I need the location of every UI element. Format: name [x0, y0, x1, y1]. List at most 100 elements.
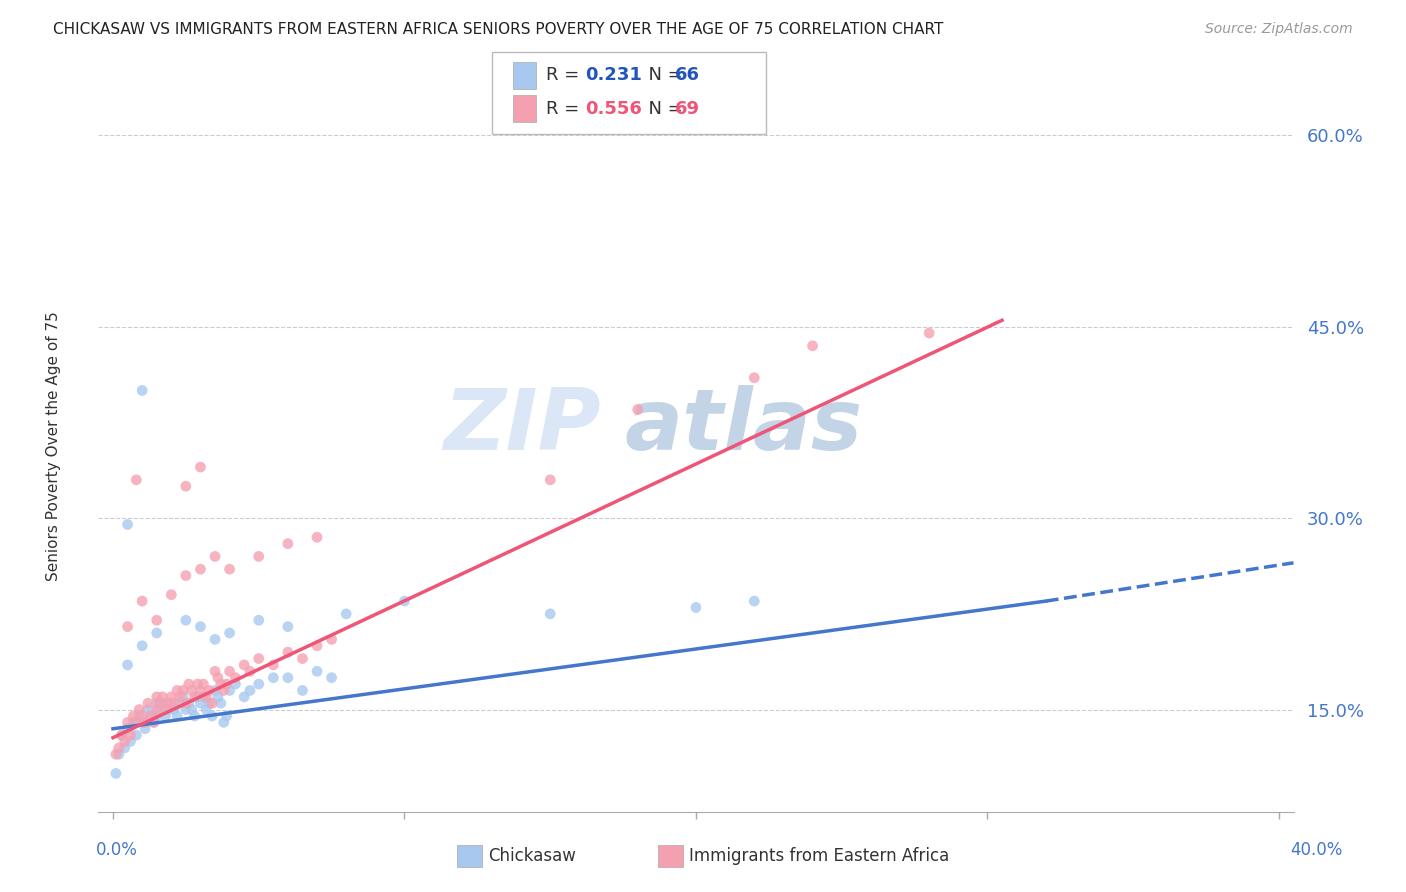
Text: Chickasaw: Chickasaw	[488, 847, 576, 865]
Point	[117, 722, 139, 736]
Point	[305, 530, 328, 544]
Text: 0.556: 0.556	[585, 100, 641, 118]
Point	[160, 696, 183, 710]
Text: CHICKASAW VS IMMIGRANTS FROM EASTERN AFRICA SENIORS POVERTY OVER THE AGE OF 75 C: CHICKASAW VS IMMIGRANTS FROM EASTERN AFR…	[53, 22, 943, 37]
Point	[190, 460, 212, 475]
Point	[198, 683, 221, 698]
Text: R =: R =	[546, 100, 585, 118]
Point	[157, 703, 180, 717]
Point	[166, 709, 188, 723]
Point	[152, 696, 174, 710]
Point	[186, 677, 208, 691]
Point	[122, 715, 145, 730]
Point	[215, 677, 238, 691]
Point	[104, 766, 127, 780]
Point	[193, 690, 215, 704]
Point	[169, 696, 191, 710]
Point	[131, 709, 153, 723]
Point	[291, 651, 314, 665]
Point	[198, 696, 221, 710]
Point	[224, 677, 246, 691]
Point	[305, 665, 328, 679]
Text: 40.0%: 40.0%	[1291, 840, 1343, 858]
Point	[190, 683, 212, 698]
Text: 0.231: 0.231	[585, 66, 641, 84]
Point	[218, 562, 240, 576]
Text: N =: N =	[637, 100, 689, 118]
Point	[125, 728, 148, 742]
Point	[277, 671, 299, 685]
Point	[114, 740, 136, 755]
Point	[209, 696, 232, 710]
Point	[125, 715, 148, 730]
Point	[627, 402, 650, 417]
Point	[262, 657, 284, 672]
Point	[180, 703, 202, 717]
Point	[218, 683, 240, 698]
Point	[104, 747, 127, 762]
Point	[321, 671, 343, 685]
Point	[145, 696, 167, 710]
Text: 69: 69	[675, 100, 700, 118]
Text: N =: N =	[637, 66, 689, 84]
Point	[111, 728, 134, 742]
Point	[149, 703, 172, 717]
Point	[108, 747, 131, 762]
Point	[131, 594, 153, 608]
Point	[186, 690, 208, 704]
Point	[218, 665, 240, 679]
Point	[174, 568, 197, 582]
Point	[262, 671, 284, 685]
Point	[212, 715, 235, 730]
Text: Seniors Poverty Over the Age of 75: Seniors Poverty Over the Age of 75	[46, 311, 60, 581]
Point	[177, 677, 200, 691]
Point	[117, 517, 139, 532]
Point	[218, 626, 240, 640]
Point	[166, 683, 188, 698]
Point	[145, 703, 167, 717]
Point	[149, 696, 172, 710]
Point	[918, 326, 941, 340]
Point	[142, 715, 165, 730]
Point	[160, 588, 183, 602]
Point	[195, 703, 218, 717]
Point	[247, 613, 270, 627]
Point	[108, 740, 131, 755]
Point	[247, 651, 270, 665]
Text: 0.0%: 0.0%	[96, 840, 138, 858]
Point	[204, 665, 226, 679]
Point	[139, 709, 162, 723]
Point	[117, 715, 139, 730]
Point	[204, 632, 226, 647]
Point	[172, 690, 194, 704]
Point	[174, 703, 197, 717]
Point	[172, 683, 194, 698]
Point	[117, 620, 139, 634]
Point	[195, 690, 218, 704]
Point	[207, 690, 229, 704]
Point	[117, 657, 139, 672]
Point	[190, 562, 212, 576]
Point	[145, 690, 167, 704]
Point	[120, 728, 142, 742]
Point	[193, 677, 215, 691]
Point	[131, 384, 153, 398]
Point	[277, 645, 299, 659]
Point	[239, 665, 262, 679]
Point	[122, 709, 145, 723]
Point	[134, 715, 156, 730]
Point	[239, 683, 262, 698]
Point	[291, 683, 314, 698]
Point	[160, 690, 183, 704]
Point	[277, 536, 299, 550]
Text: 66: 66	[675, 66, 700, 84]
Point	[247, 677, 270, 691]
Point	[801, 339, 824, 353]
Point	[183, 690, 205, 704]
Point	[394, 594, 416, 608]
Point	[201, 709, 224, 723]
Point	[538, 607, 561, 621]
Point	[335, 607, 357, 621]
Point	[163, 696, 186, 710]
Point	[215, 709, 238, 723]
